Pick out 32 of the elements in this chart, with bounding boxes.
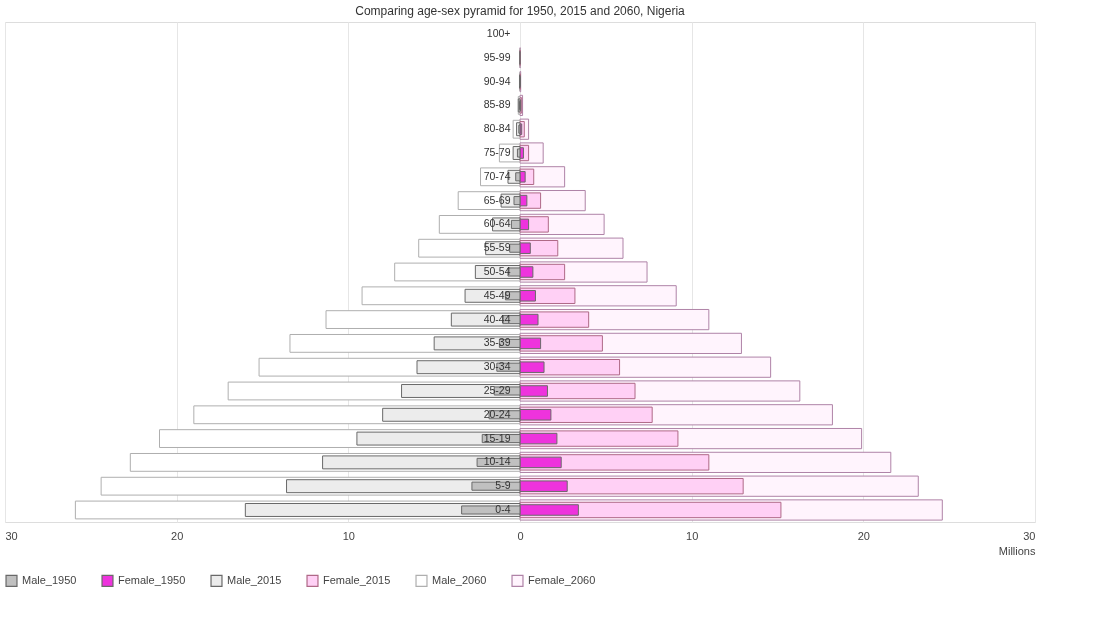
y-tick-label: 40-44 [483,312,511,325]
y-tick-label: 100+ [486,27,511,40]
legend-label: Male_1950 [22,573,77,586]
legend-label: Male_2015 [227,573,282,586]
y-tick-label: 20-24 [483,407,511,420]
y-tick-label: 5-9 [495,479,511,492]
chart-title: Comparing age-sex pyramid for 1950, 2015 and 2060, Nigeria [355,4,686,18]
x-tick-label: 10 [686,529,699,542]
legend-label: Female_1950 [118,573,186,586]
y-tick-label: 70-74 [483,169,511,182]
y-tick-label: 90-94 [483,74,511,87]
y-tick-label: 65-69 [483,193,511,206]
x-tick-label: 30 [1023,529,1036,542]
legend-label: Female_2015 [323,573,391,586]
y-tick-label: 80-84 [483,122,511,135]
y-tick-label: 10-14 [483,455,511,468]
legend-label: Male_2060 [432,573,487,586]
y-tick-label: 85-89 [483,98,511,111]
y-tick-label: 15-19 [483,431,511,444]
x-tick-label: 30 [5,529,18,542]
y-tick-label: 30-34 [483,360,511,373]
x-tick-label: 10 [342,529,355,542]
y-tick-label: 50-54 [483,265,511,277]
x-axis-title: Millions [998,544,1036,557]
x-tick-label: 20 [171,529,184,542]
x-tick-label: 0 [517,529,524,542]
y-tick-label: 0-4 [495,502,511,515]
x-tick-label: 20 [857,529,870,542]
legend-label: Female_2060 [528,573,596,586]
y-tick-label: 25-29 [483,383,511,396]
y-tick-label: 75-79 [483,146,511,159]
y-tick-label: 95-99 [483,50,511,63]
